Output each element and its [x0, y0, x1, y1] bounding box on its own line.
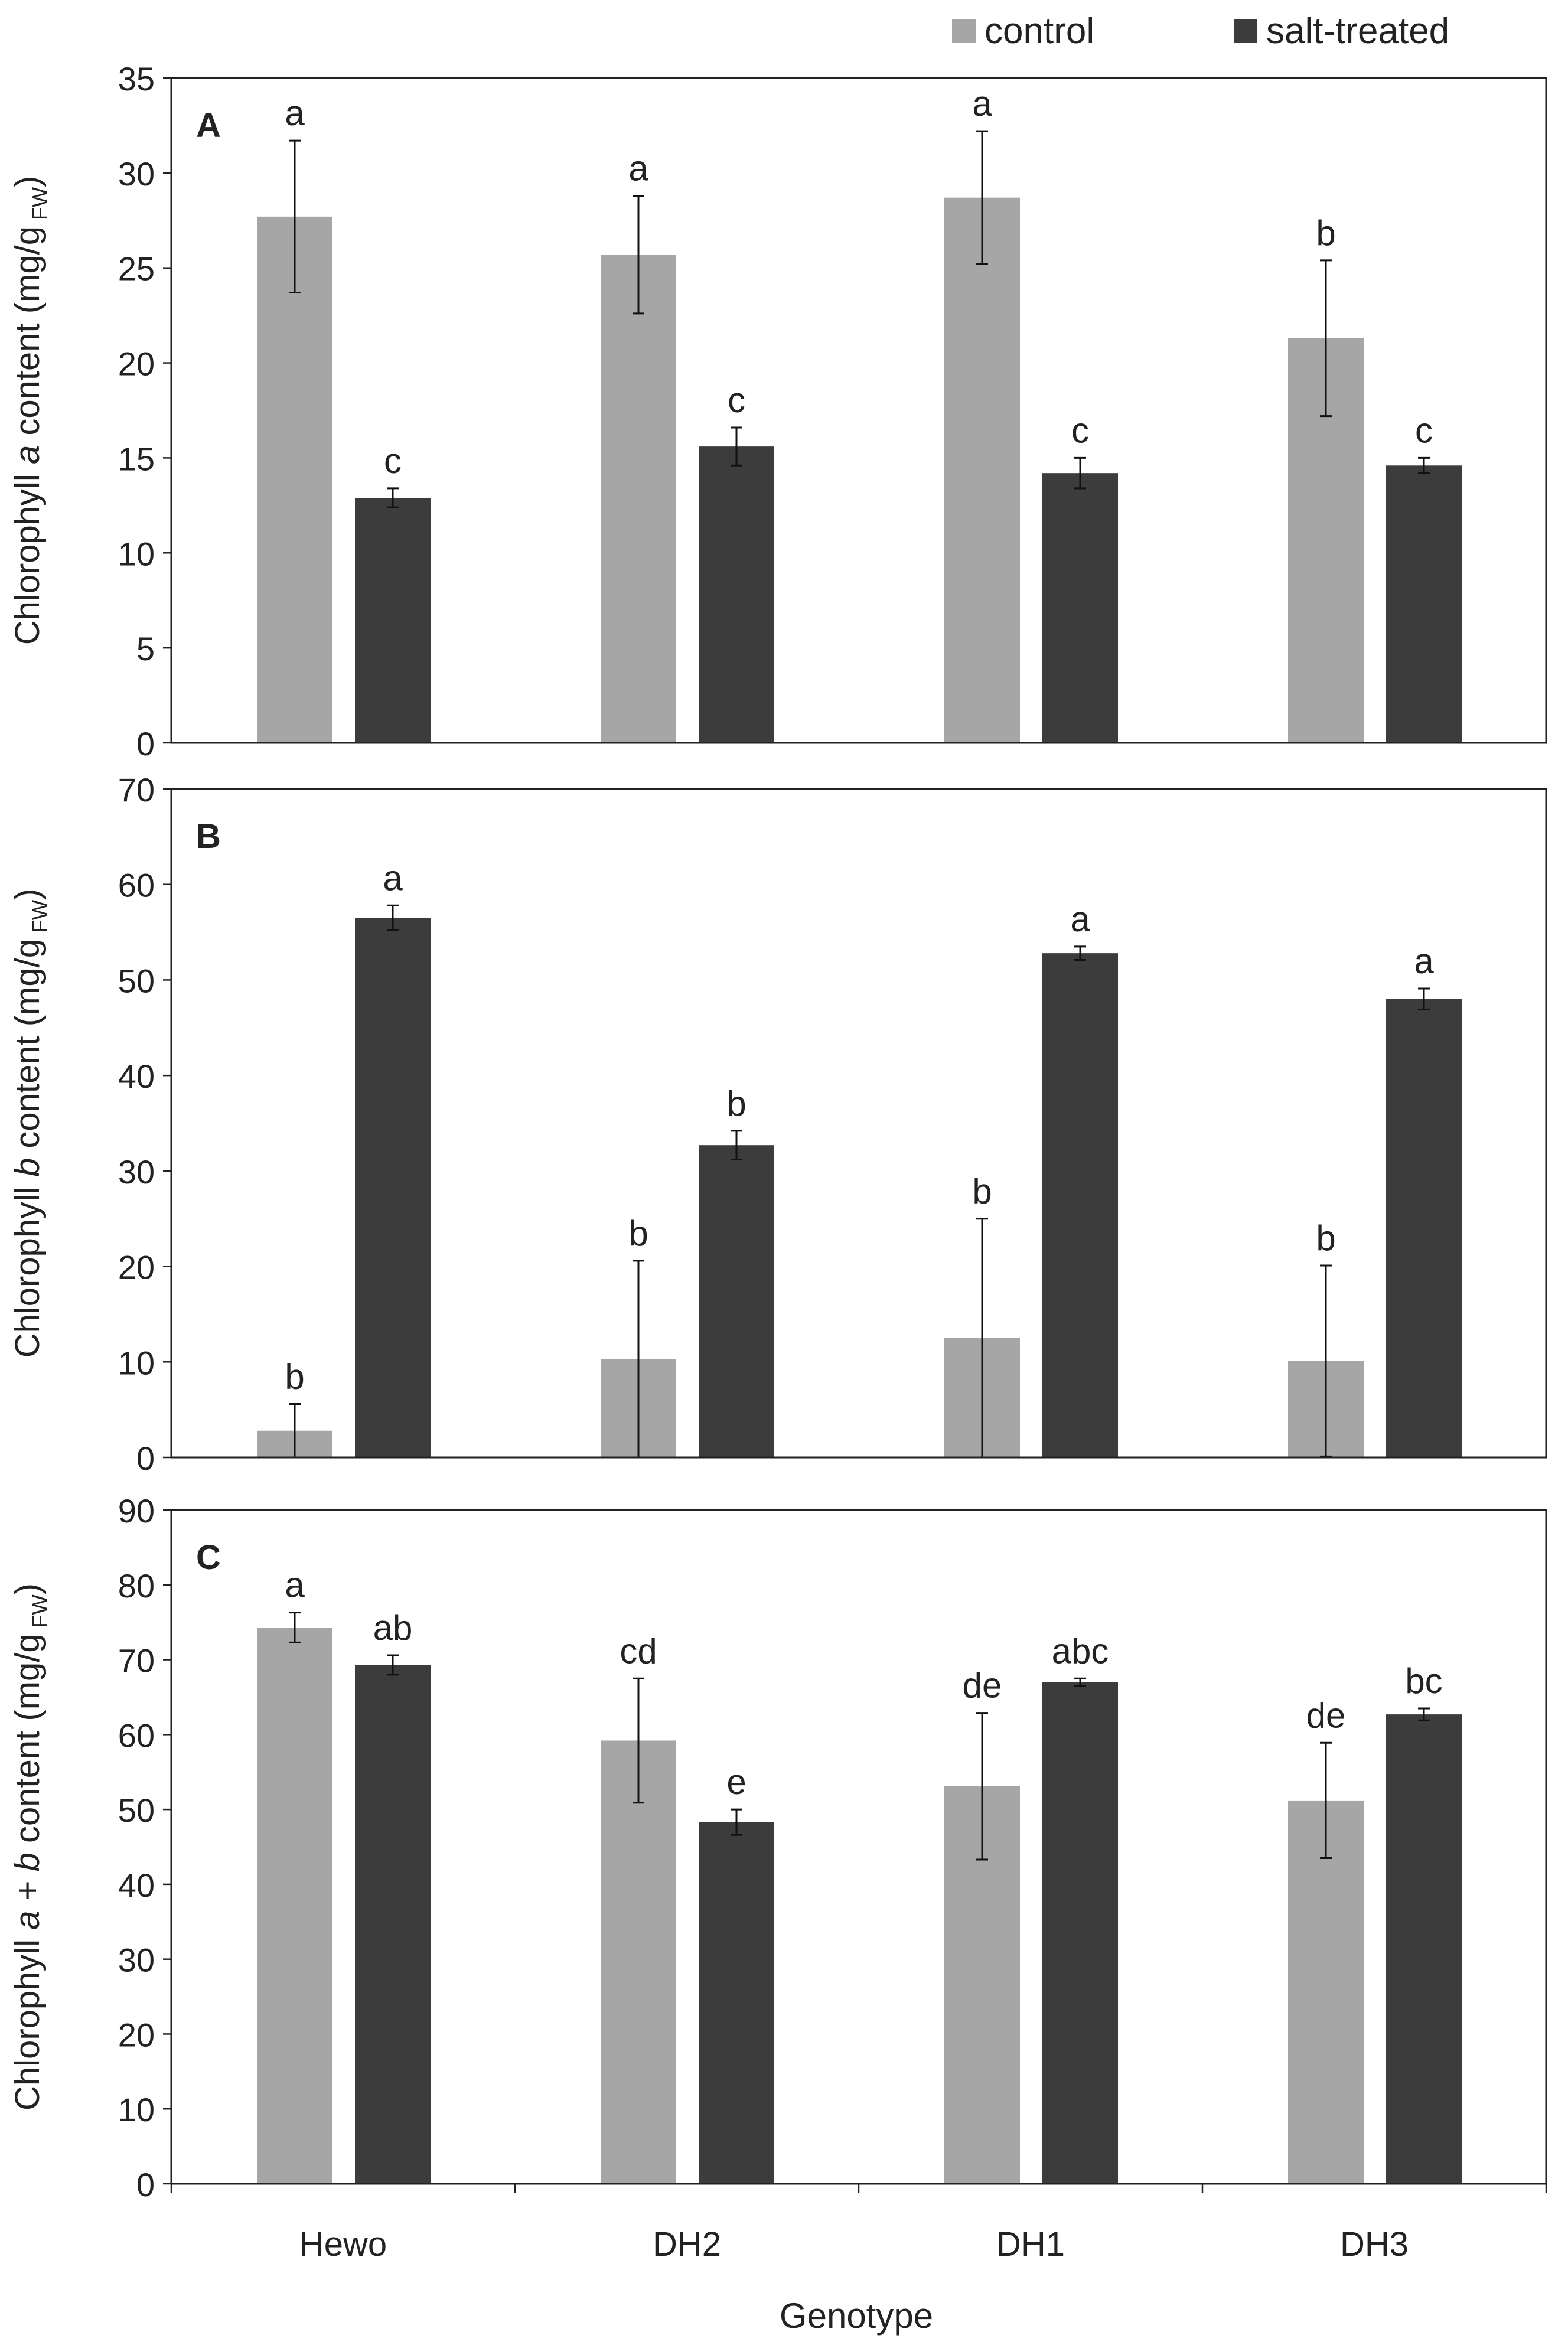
bar-salt-treated-DH1 [1042, 473, 1118, 743]
significance-letter: c [728, 380, 745, 420]
bar-salt-treated-DH3 [1386, 999, 1462, 1457]
y-tick-label: 10 [118, 1344, 155, 1381]
significance-letter: a [285, 93, 305, 133]
significance-letter: cd [620, 1631, 657, 1671]
legend-swatch-salt-treated [1234, 19, 1257, 43]
bar-salt-treated-DH1 [1042, 1682, 1118, 2184]
y-tick-label: 40 [118, 1058, 155, 1095]
bar-salt-treated-Hewo [355, 497, 431, 743]
significance-letter: b [726, 1084, 746, 1123]
y-tick-label: 20 [118, 1249, 155, 1286]
x-category-label: DH1 [996, 2225, 1065, 2264]
significance-letter: de [1306, 1695, 1346, 1735]
y-tick-label: 60 [118, 867, 155, 904]
x-axis-title: Genotype [780, 2296, 933, 2336]
x-category-label: Hewo [299, 2225, 387, 2264]
significance-letter: b [1316, 213, 1335, 253]
y-tick-label: 30 [118, 1153, 155, 1191]
bar-salt-treated-DH2 [699, 1822, 774, 2184]
bar-salt-treated-DH3 [1386, 465, 1462, 743]
significance-letter: a [383, 858, 403, 898]
panel-letter: B [196, 817, 221, 856]
x-category-label: DH2 [653, 2225, 721, 2264]
y-tick-label: 0 [136, 2166, 155, 2203]
y-tick-label: 20 [118, 2016, 155, 2053]
bar-control-Hewo [257, 216, 332, 743]
y-tick-label: 15 [118, 440, 155, 477]
panel-letter: A [196, 106, 221, 145]
y-tick-label: 80 [118, 1567, 155, 1604]
y-axis-title: Chlorophyll b content (mg/g FW) [8, 889, 52, 1358]
y-tick-label: 30 [118, 1942, 155, 1979]
bar-salt-treated-DH3 [1386, 1714, 1462, 2184]
bar-salt-treated-Hewo [355, 918, 431, 1457]
bar-control-DH1 [944, 197, 1020, 743]
legend-label-salt-treated: salt-treated [1266, 11, 1449, 51]
y-tick-label: 40 [118, 1867, 155, 1904]
panel-letter: C [196, 1538, 221, 1577]
significance-letter: a [1070, 899, 1090, 939]
y-tick-label: 70 [118, 771, 155, 808]
bar-control-Hewo [257, 1628, 332, 2184]
y-tick-label: 20 [118, 345, 155, 383]
significance-letter: c [1071, 410, 1089, 450]
y-tick-label: 35 [118, 60, 155, 97]
y-tick-label: 0 [136, 1440, 155, 1477]
significance-letter: ab [373, 1608, 413, 1648]
panel-c: 0 10 20 30 40 50 60 70 80 90 Chlorophyll a + b con… [8, 1492, 1547, 2203]
x-axis-category-labels: Hewo DH2 DH1 DH3 [299, 2225, 1409, 2264]
significance-letter: a [972, 84, 992, 123]
y-tick-label: 0 [136, 725, 155, 762]
bar-salt-treated-DH1 [1042, 953, 1118, 1457]
panel-b: 0 10 20 30 40 50 60 70 Chlorophyll b content (mg… [8, 771, 1547, 1477]
bar-control-DH3 [1288, 1800, 1364, 2184]
significance-letter: a [628, 148, 648, 188]
significance-letter: b [1316, 1218, 1335, 1258]
bar-control-DH2 [601, 255, 676, 743]
significance-letter: de [963, 1666, 1002, 1705]
significance-letter: c [384, 441, 402, 481]
x-category-label: DH3 [1340, 2225, 1409, 2264]
legend: control salt-treated [952, 11, 1449, 51]
plot-frame [170, 788, 1547, 1459]
bar-salt-treated-DH2 [699, 1145, 774, 1457]
significance-letter: c [1415, 410, 1433, 450]
y-tick-label: 50 [118, 962, 155, 999]
significance-letter: e [726, 1762, 746, 1802]
legend-label-control: control [985, 11, 1094, 51]
bar-salt-treated-DH2 [699, 446, 774, 743]
significance-letter: a [285, 1565, 305, 1605]
y-tick-label: 90 [118, 1492, 155, 1529]
bar-control-DH2 [601, 1740, 676, 2184]
y-tick-label: 50 [118, 1792, 155, 1829]
significance-letter: b [285, 1356, 304, 1396]
y-tick-label: 10 [118, 535, 155, 572]
y-tick-label: 70 [118, 1642, 155, 1679]
bar-salt-treated-Hewo [355, 1665, 431, 2184]
significance-letter: b [628, 1214, 648, 1253]
y-tick-label: 60 [118, 1717, 155, 1754]
significance-letter: a [1414, 941, 1434, 981]
y-axis-title: Chlorophyll a + b content (mg/g FW) [8, 1583, 52, 2111]
panel-a: 0 5 10 15 20 25 30 35 Chlorophyll a content (mg/… [8, 60, 1547, 762]
y-tick-label: 5 [136, 630, 155, 667]
significance-letter: abc [1052, 1631, 1109, 1671]
significance-letter: bc [1405, 1661, 1442, 1701]
y-tick-label: 25 [118, 250, 155, 288]
y-tick-label: 30 [118, 155, 155, 193]
significance-letter: b [972, 1172, 992, 1211]
legend-swatch-control [952, 19, 976, 43]
y-axis-title: Chlorophyll a content (mg/g FW) [8, 176, 52, 645]
y-tick-label: 10 [118, 2091, 155, 2128]
plot-frame [170, 77, 1547, 744]
